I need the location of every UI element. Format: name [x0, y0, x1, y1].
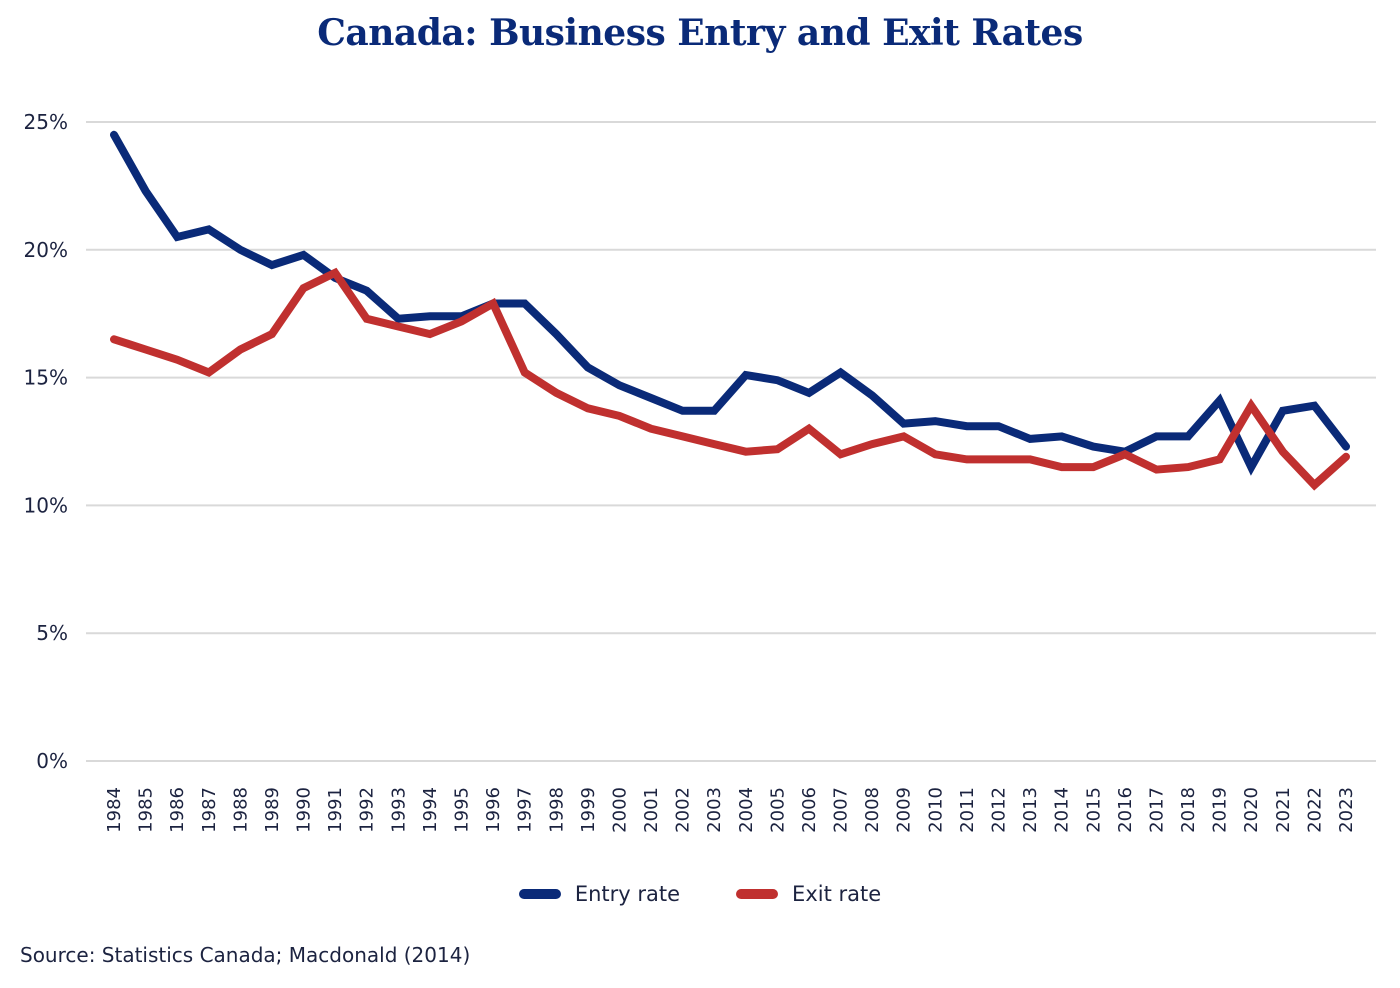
x-tick-label: 2014 — [1052, 787, 1073, 833]
legend-swatch-exit-rate — [736, 889, 779, 899]
legend-label-exit-rate: Exit rate — [792, 882, 882, 906]
x-tick-label: 2006 — [799, 787, 820, 833]
x-tick-label: 2019 — [1210, 787, 1231, 833]
y-tick-label: 5% — [36, 621, 68, 645]
x-tick-label: 2018 — [1178, 787, 1199, 833]
x-tick-label: 2000 — [609, 787, 630, 833]
x-tick-label: 1999 — [578, 787, 599, 833]
x-tick-label: 1994 — [420, 787, 441, 833]
x-tick-label: 2007 — [831, 787, 852, 833]
x-tick-label: 1991 — [325, 787, 346, 833]
chart-title: Canada: Business Entry and Exit Rates — [317, 12, 1083, 54]
x-tick-label: 1986 — [167, 787, 188, 833]
series-lines — [110, 130, 1350, 491]
legend-item-exit-rate[interactable]: Exit rate — [736, 882, 881, 906]
x-tick-label: 2023 — [1336, 787, 1357, 833]
x-tick-label: 2020 — [1241, 787, 1262, 833]
x-tick-label: 2013 — [1020, 787, 1041, 833]
x-tick-label: 1992 — [357, 787, 378, 833]
series-line-entry-rate — [110, 130, 1350, 476]
x-tick-label: 1987 — [199, 787, 220, 833]
y-tick-label: 25% — [24, 110, 68, 134]
x-tick-label: 2017 — [1146, 787, 1167, 833]
x-tick-label: 2010 — [925, 787, 946, 833]
x-tick-label: 1997 — [515, 787, 536, 833]
x-axis-ticks: 1984 1985 1986 1987 1988 1989 1990 1991 1992 1993… — [104, 787, 1357, 833]
source-note: Source: Statistics Canada; Macdonald (20… — [20, 943, 471, 967]
y-tick-label: 20% — [24, 238, 68, 262]
y-tick-label: 0% — [36, 749, 68, 773]
x-tick-label: 2008 — [862, 787, 883, 833]
x-tick-label: 2016 — [1115, 787, 1136, 833]
series-line-exit-rate — [110, 267, 1350, 491]
x-tick-label: 2003 — [704, 787, 725, 833]
legend-item-entry-rate[interactable]: Entry rate — [518, 882, 681, 906]
x-tick-label: 1989 — [262, 787, 283, 833]
x-tick-label: 2005 — [767, 787, 788, 833]
x-tick-label: 2022 — [1304, 787, 1325, 833]
legend-swatch-entry-rate — [518, 889, 561, 899]
x-tick-label: 2001 — [641, 787, 662, 833]
x-tick-label: 1990 — [294, 787, 315, 833]
x-tick-label: 1988 — [230, 787, 251, 833]
y-tick-label: 10% — [24, 493, 68, 517]
x-tick-label: 2021 — [1273, 787, 1294, 833]
x-tick-label: 1984 — [104, 787, 125, 833]
x-tick-label: 2012 — [989, 787, 1010, 833]
x-tick-label: 1998 — [546, 787, 567, 833]
x-tick-label: 2004 — [736, 787, 757, 833]
legend: Entry rate Exit rate — [0, 882, 1400, 906]
x-tick-label: 2009 — [894, 787, 915, 833]
gridlines — [86, 121, 1376, 762]
x-tick-label: 2011 — [957, 787, 978, 833]
line-chart: 0%5%10%15%20%25% 1984 1985 1986 1987 1988 198… — [24, 110, 1376, 833]
x-tick-label: 2002 — [673, 787, 694, 833]
x-tick-label: 1996 — [483, 787, 504, 833]
legend-label-entry-rate: Entry rate — [574, 882, 681, 906]
x-tick-label: 1985 — [136, 787, 157, 833]
y-axis-ticks: 0% 5% 10% 15% 20% 25% — [24, 110, 68, 773]
y-tick-label: 15% — [24, 366, 68, 390]
x-tick-label: 2015 — [1083, 787, 1104, 833]
x-tick-label: 1995 — [451, 787, 472, 833]
x-tick-label: 1993 — [388, 787, 409, 833]
